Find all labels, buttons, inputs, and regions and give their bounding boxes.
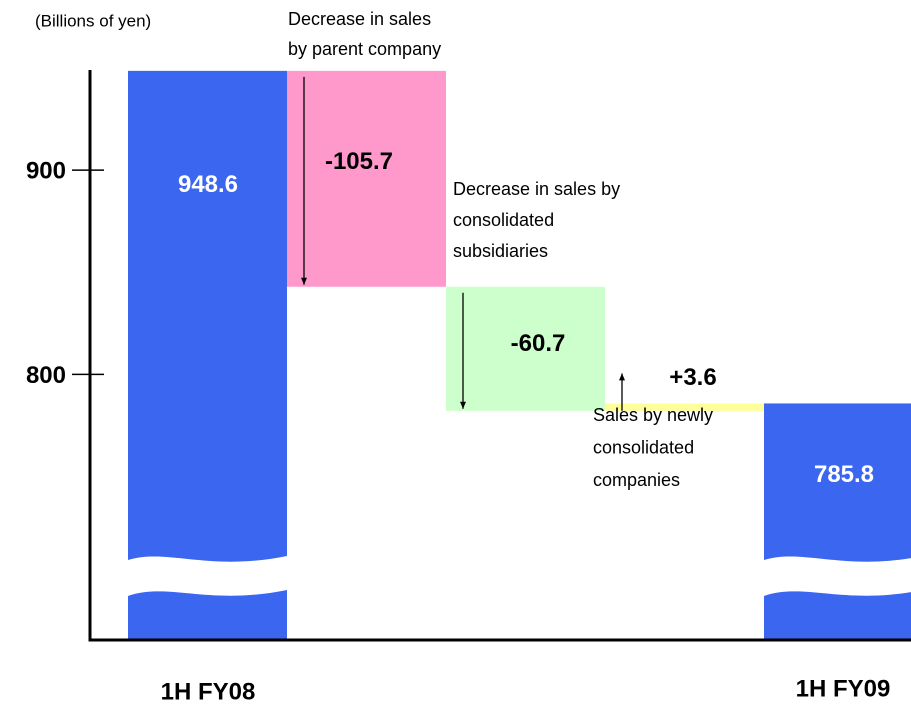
y-axis-label: (Billions of yen) (35, 11, 151, 30)
x-tick-label: 1H FY09 (796, 675, 891, 702)
annotation: by parent company (288, 39, 441, 59)
bar (128, 70, 287, 641)
arrow-head (460, 401, 466, 409)
value-label: 948.6 (178, 171, 238, 198)
axis-break (764, 556, 911, 596)
annotation: companies (593, 470, 680, 490)
axis-break (128, 556, 287, 596)
annotation: subsidiaries (453, 241, 548, 261)
annotation: Decrease in sales (288, 9, 431, 29)
value-label: -105.7 (325, 148, 393, 175)
bar (605, 403, 764, 411)
bar (446, 286, 605, 411)
arrow-head (301, 277, 307, 285)
value-label: +3.6 (669, 364, 716, 391)
annotation: consolidated (453, 210, 554, 230)
annotation: consolidated (593, 437, 694, 457)
x-tick-label: 1H FY08 (161, 678, 256, 705)
bar (287, 70, 446, 287)
arrow-head (619, 373, 625, 381)
value-label: -60.7 (511, 330, 566, 357)
annotation: Sales by newly (593, 405, 713, 425)
annotation: Decrease in sales by (453, 179, 620, 199)
y-tick-label: 800 (26, 362, 66, 389)
y-tick-label: 900 (26, 157, 66, 184)
value-label: 785.8 (814, 461, 874, 488)
bar (764, 403, 911, 640)
